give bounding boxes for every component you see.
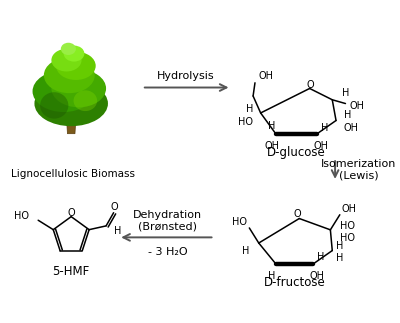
Text: HO: HO [232,217,247,227]
Text: H: H [344,110,351,120]
Text: OH: OH [264,141,280,151]
Text: 5-HMF: 5-HMF [52,265,90,278]
Text: H: H [242,245,249,255]
Text: O: O [307,80,314,90]
Ellipse shape [51,49,82,71]
Text: OH: OH [342,204,357,214]
Ellipse shape [34,81,108,126]
Text: D-glucose: D-glucose [267,146,326,159]
Text: H: H [268,271,276,281]
Text: H: H [114,225,121,235]
Text: Hydrolysis: Hydrolysis [157,71,215,81]
Ellipse shape [56,52,96,80]
Text: H: H [246,104,253,114]
Polygon shape [66,117,76,134]
Text: O: O [67,208,75,218]
Text: HO: HO [340,233,355,243]
Text: HO: HO [238,117,253,127]
Text: HO: HO [340,221,355,231]
Ellipse shape [40,92,68,119]
Text: OH: OH [310,271,325,281]
Text: OH: OH [259,71,274,81]
Text: Dehydration
(Brønsted): Dehydration (Brønsted) [133,210,202,231]
Ellipse shape [51,69,106,107]
Text: H: H [336,253,344,263]
Ellipse shape [64,46,84,62]
Text: H: H [336,241,344,251]
Text: H: H [342,88,349,98]
Text: - 3 H₂O: - 3 H₂O [148,247,187,257]
Ellipse shape [74,90,97,111]
Text: O: O [294,209,301,219]
Text: H: H [268,121,276,131]
Text: OH: OH [349,101,364,111]
Text: H: H [317,252,325,262]
Ellipse shape [44,57,95,93]
Text: OH: OH [344,123,358,133]
Text: OH: OH [314,141,328,151]
Text: H: H [321,123,328,133]
Ellipse shape [61,43,76,55]
Ellipse shape [32,70,95,112]
Text: HO: HO [14,211,29,221]
Text: O: O [111,202,118,212]
Text: D-fructose: D-fructose [264,276,326,289]
Text: Lignocellulosic Biomass: Lignocellulosic Biomass [11,169,135,179]
Text: Isomerization
(Lewis): Isomerization (Lewis) [321,159,396,180]
